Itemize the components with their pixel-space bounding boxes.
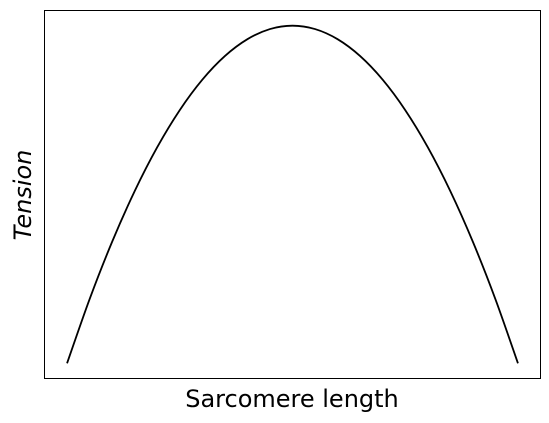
series-layer: [66, 24, 519, 364]
plot-frame: [44, 10, 541, 379]
x-axis-label: Sarcomere length: [185, 385, 399, 413]
series-line-0: [66, 24, 519, 364]
y-axis-label: Tension: [9, 150, 37, 241]
